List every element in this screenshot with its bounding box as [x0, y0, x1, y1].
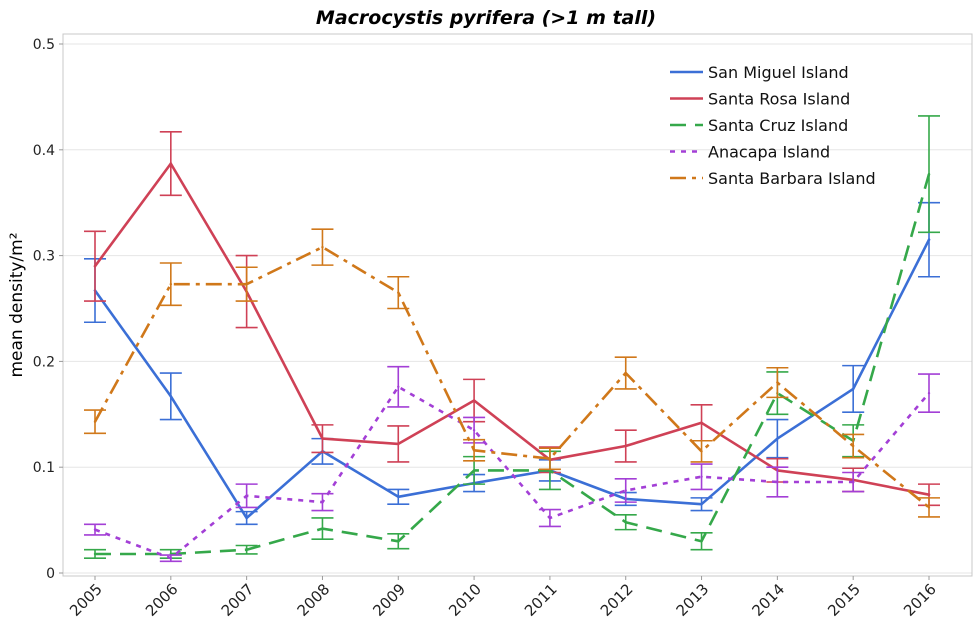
data-point [851, 480, 855, 484]
series-line [95, 173, 931, 556]
x-tick-label: 2012 [597, 580, 637, 620]
legend-item: Santa Cruz Island [670, 116, 848, 135]
data-point [169, 162, 173, 165]
data-point [93, 528, 97, 531]
data-point [700, 540, 703, 543]
data-point [927, 172, 931, 176]
data-point [700, 450, 703, 453]
data-point [700, 421, 703, 424]
data-point [397, 385, 400, 388]
data-point [321, 437, 324, 440]
x-tick-label: 2007 [218, 580, 258, 620]
data-point [624, 371, 627, 375]
x-tick-label: 2016 [900, 580, 940, 620]
data-point [700, 475, 703, 478]
data-point [624, 489, 627, 492]
data-point [93, 552, 97, 556]
y-tick-label: 0.1 [33, 460, 55, 476]
data-point [472, 449, 476, 452]
series-san-miguel-island [84, 201, 940, 526]
y-axis-label: mean density/m² [7, 232, 27, 377]
data-point [548, 516, 552, 520]
data-point [851, 387, 855, 391]
data-point [851, 444, 855, 448]
y-tick-label: 0.5 [33, 37, 55, 53]
data-point [93, 264, 97, 268]
data-point [927, 391, 931, 395]
data-point [321, 527, 324, 530]
data-point [245, 516, 248, 520]
data-point [700, 503, 703, 506]
y-tick-label: 0.3 [33, 249, 55, 265]
series-layer [84, 115, 940, 563]
y-tick-label: 0 [46, 566, 55, 582]
data-point [624, 521, 627, 524]
x-tick-label: 2014 [748, 580, 788, 620]
data-point [169, 282, 173, 286]
data-point [776, 480, 779, 484]
data-point [245, 282, 248, 286]
x-tick-label: 2011 [521, 580, 561, 620]
x-tick-label: 2010 [445, 580, 485, 620]
x-tick-label: 2005 [66, 580, 106, 620]
data-point [397, 291, 400, 294]
plot-area-border [62, 33, 973, 577]
data-point [321, 245, 324, 249]
legend-item: San Miguel Island [670, 63, 849, 82]
legend: San Miguel Island Santa Rosa Island Santa … [670, 63, 876, 188]
data-point [472, 469, 476, 472]
y-tick-label: 0.2 [33, 354, 55, 370]
data-point [397, 442, 400, 446]
x-tick-label: 2008 [294, 580, 334, 620]
y-tick-label: 0.4 [33, 143, 55, 159]
data-point [245, 494, 248, 497]
series-line [93, 245, 930, 509]
x-tick-label: 2006 [142, 580, 182, 620]
data-point [548, 457, 552, 460]
data-point [776, 437, 779, 440]
series-santa-barbara-island [84, 228, 940, 518]
data-point [472, 399, 476, 402]
legend-label: San Miguel Island [708, 63, 849, 82]
legend-label: Santa Cruz Island [708, 116, 848, 135]
legend-item: Anacapa Island [670, 143, 830, 162]
data-point [624, 444, 627, 448]
data-point [927, 238, 931, 241]
series-santa-cruz-island [84, 115, 940, 559]
x-tick-label: 2013 [673, 580, 713, 620]
data-point [169, 556, 173, 560]
chart-title: Macrocystis pyrifera (>1 m tall) [316, 7, 656, 29]
x-tick-label: 2015 [824, 580, 864, 620]
data-point [397, 495, 400, 499]
data-point [245, 548, 248, 551]
legend-label: Santa Barbara Island [708, 169, 876, 188]
data-point [927, 506, 931, 509]
data-point [93, 420, 97, 423]
legend-label: Santa Rosa Island [708, 90, 850, 109]
data-point [472, 428, 476, 432]
data-point [321, 500, 324, 504]
legend-label: Anacapa Island [708, 143, 830, 162]
legend-item: Santa Barbara Island [670, 169, 876, 188]
data-point [169, 395, 173, 398]
x-tick-label: 2009 [369, 580, 409, 620]
legend-item: Santa Rosa Island [670, 90, 850, 109]
x-axis: 2005 2006 2007 2008 2009 2010 2011 2012 2013 2014… [66, 576, 940, 620]
series-line [93, 162, 931, 497]
data-point [927, 493, 931, 496]
data-point [397, 540, 400, 543]
y-axis: 0 0.1 0.2 0.3 0.4 0.5 [33, 37, 63, 582]
series-line [93, 238, 931, 520]
data-point [776, 381, 779, 384]
